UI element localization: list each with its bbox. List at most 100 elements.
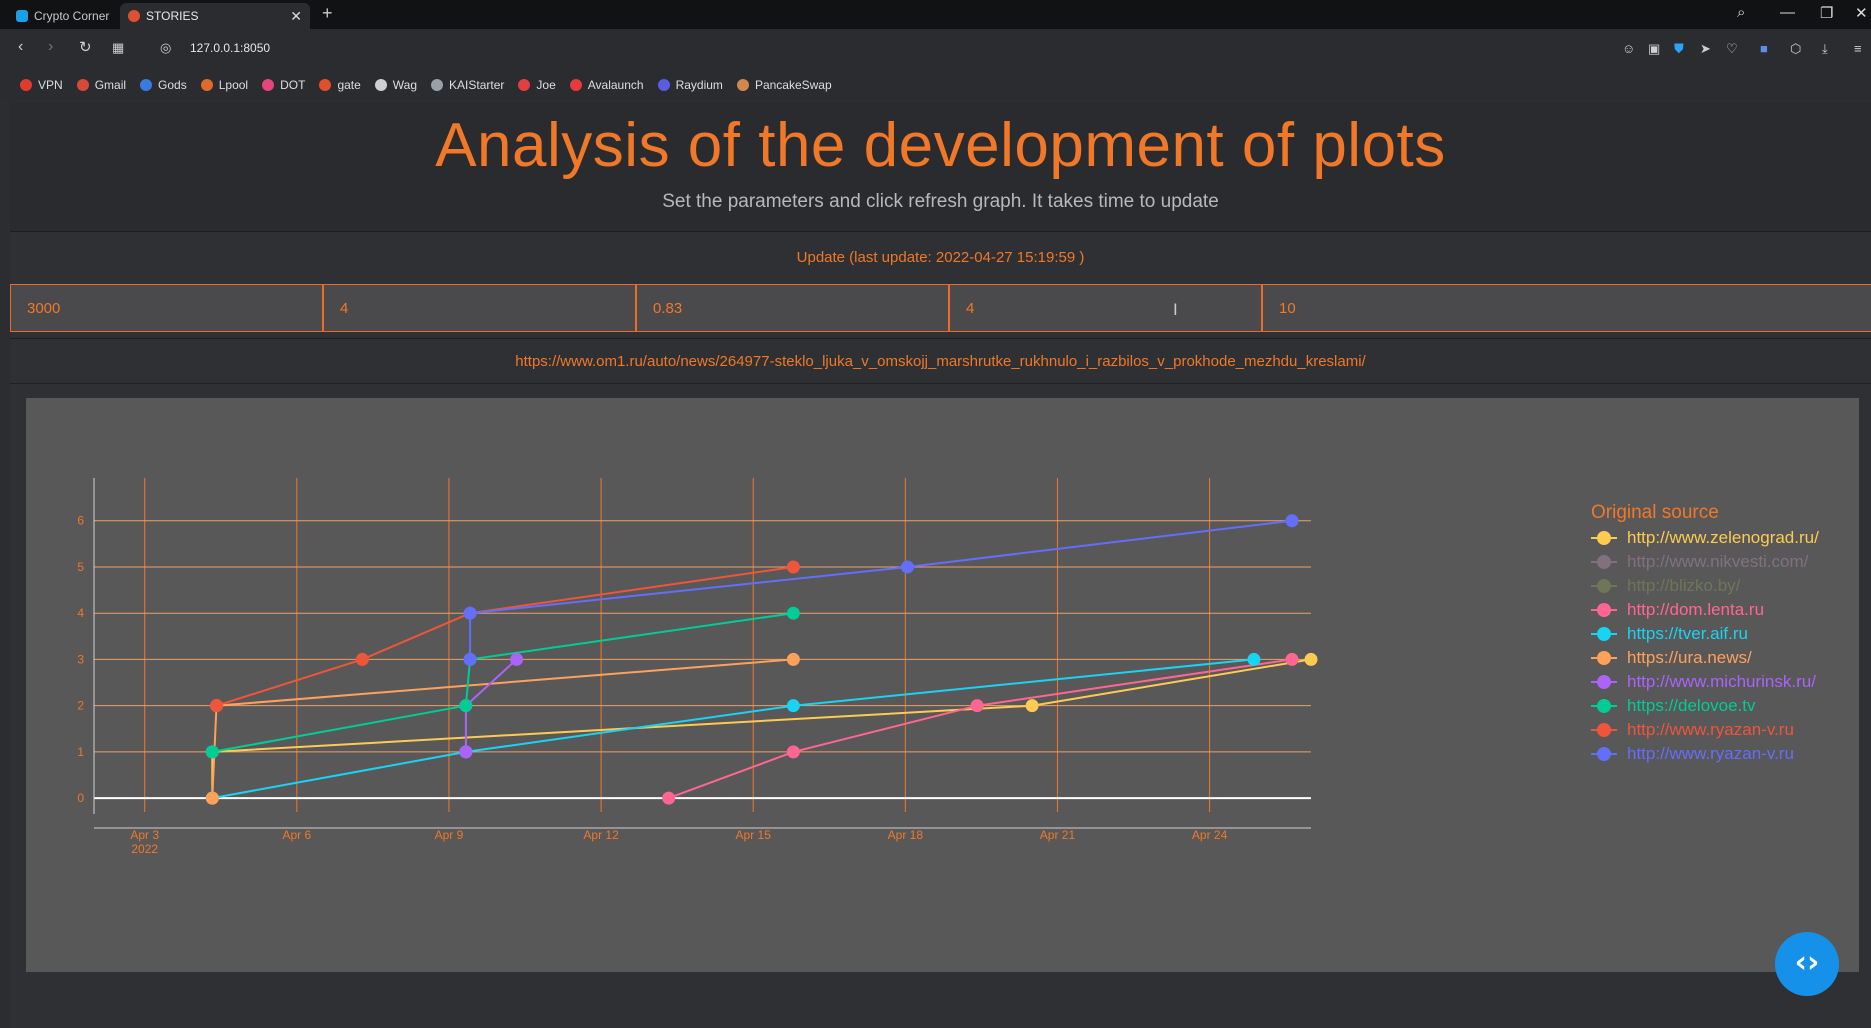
legend-swatch-icon <box>1591 746 1617 762</box>
reload-icon[interactable]: ↻ <box>79 39 92 56</box>
menu-icon[interactable]: ≡ <box>1854 41 1862 56</box>
series-line <box>212 612 794 753</box>
text-cursor-icon: I <box>1173 300 1178 319</box>
bookmark-dot[interactable]: DOT <box>262 78 305 92</box>
legend-item[interactable]: http://dom.lenta.ru <box>1591 598 1819 622</box>
bookmark-favicon-icon <box>657 79 670 91</box>
data-point <box>210 699 224 713</box>
param-input-3[interactable] <box>636 284 949 332</box>
minimize-icon[interactable]: — <box>1780 4 1795 21</box>
new-tab-icon[interactable]: + <box>322 3 333 23</box>
legend-swatch-icon <box>1591 578 1617 594</box>
tabs-grid-icon[interactable]: ▦ <box>112 40 125 55</box>
legend-item[interactable]: http://www.michurinsk.ru/ <box>1591 670 1819 694</box>
param-input-1[interactable] <box>10 284 323 332</box>
param-input-5[interactable] <box>1262 284 1871 332</box>
bookmark-label: Avalaunch <box>587 78 644 92</box>
back-icon[interactable]: ‹ <box>18 38 24 55</box>
restore-icon[interactable]: ❐ <box>1820 5 1834 22</box>
series-line <box>216 566 794 707</box>
close-tab-icon[interactable]: ✕ <box>290 7 302 24</box>
data-point <box>205 745 219 759</box>
emoji-icon[interactable]: ☺ <box>1622 41 1636 56</box>
download-icon[interactable]: ⤓ <box>1822 41 1828 56</box>
bookmark-wag[interactable]: Wag <box>374 78 418 92</box>
y-tick-label: 6 <box>77 514 84 528</box>
code-toggle-button[interactable]: ‹› <box>1775 932 1839 996</box>
data-point <box>1247 652 1261 666</box>
bookmark-kaistarter[interactable]: KAIStarter <box>431 78 504 92</box>
send-icon[interactable]: ➤ <box>1700 41 1711 56</box>
tab-label: STORIES <box>146 9 199 23</box>
legend-item[interactable]: https://delovoe.tv <box>1591 694 1819 718</box>
legend-swatch-icon <box>1591 722 1617 738</box>
y-tick-label: 1 <box>77 745 84 759</box>
chart-legend: Original source http://www.zelenograd.ru… <box>1591 502 1819 766</box>
bookmark-raydium[interactable]: Raydium <box>657 78 723 92</box>
update-button[interactable]: Update (last update: 2022-04-27 15:19:59… <box>10 249 1871 266</box>
box-icon[interactable]: ⬡ <box>1790 41 1802 56</box>
data-point <box>205 791 219 805</box>
bookmark-favicon-icon <box>140 79 153 91</box>
dash-app: Analysis of the development of plots Set… <box>10 102 1871 1028</box>
bookmark-favicon-icon <box>262 79 275 91</box>
data-point <box>355 652 369 666</box>
data-point <box>786 560 800 574</box>
series-line <box>211 658 1312 799</box>
x-tick-label: Apr 6 <box>282 828 311 842</box>
tab-favicon-icon <box>16 10 28 22</box>
legend-label: https://tver.aif.ru <box>1627 624 1748 643</box>
bookmark-lpool[interactable]: Lpool <box>200 78 248 92</box>
series-line <box>668 658 1293 800</box>
bookmark-favicon-icon <box>200 79 213 91</box>
bookmark-joe[interactable]: Joe <box>518 78 556 92</box>
y-tick-label: 4 <box>77 606 84 620</box>
browser-tab-crypto-corner[interactable]: Crypto Corner <box>8 3 120 29</box>
search-tabs-icon[interactable]: ⌕ <box>1737 4 1746 21</box>
bookmark-label: Wag <box>392 78 418 92</box>
series-line <box>212 658 1255 800</box>
x-tick-label: Apr 15 <box>736 828 772 842</box>
bookmark-avalaunch[interactable]: Avalaunch <box>569 78 644 92</box>
legend-item[interactable]: http://www.zelenograd.ru/ <box>1591 526 1819 550</box>
x-tick-label: Apr 18 <box>888 828 924 842</box>
legend-swatch-icon <box>1591 674 1617 690</box>
param-input-4[interactable] <box>949 284 1262 332</box>
camera-icon[interactable]: ▣ <box>1648 41 1661 56</box>
bookmark-favicon-icon <box>20 79 32 91</box>
y-tick-label: 0 <box>77 791 84 805</box>
legend-item[interactable]: http://www.ryazan-v.ru <box>1591 718 1819 742</box>
data-point <box>786 652 800 666</box>
legend-label: https://delovoe.tv <box>1627 696 1756 715</box>
data-point <box>970 699 984 713</box>
page-subtitle: Set the parameters and click refresh gra… <box>662 191 1219 212</box>
x-tick-label: Apr 12 <box>583 828 619 842</box>
site-info-icon[interactable]: ◎ <box>160 40 172 55</box>
legend-item[interactable]: http://blizko.by/ <box>1591 574 1819 598</box>
browser-tab-stories[interactable]: STORIES ✕ <box>120 3 310 29</box>
bookmark-gate[interactable]: gate <box>319 78 361 92</box>
close-window-icon[interactable]: ✕ <box>1855 5 1868 22</box>
forward-icon[interactable]: › <box>48 38 54 55</box>
legend-item[interactable]: https://tver.aif.ru <box>1591 622 1819 646</box>
url-field[interactable]: 127.0.0.1:8050 <box>190 41 271 55</box>
bookmark-gods[interactable]: Gods <box>140 78 187 92</box>
story-link[interactable]: https://www.om1.ru/auto/news/264977-stek… <box>515 353 1366 370</box>
update-row: Update (last update: 2022-04-27 15:19:59… <box>10 233 1871 283</box>
data-point <box>1025 699 1039 713</box>
bookmark-pancakeswap[interactable]: PancakeSwap <box>736 78 832 92</box>
legend-item[interactable]: https://ura.news/ <box>1591 646 1819 670</box>
legend-swatch-icon <box>1591 602 1617 618</box>
extension-icon[interactable]: ■ <box>1760 41 1768 56</box>
bookmark-gmail[interactable]: Gmail <box>76 78 126 92</box>
legend-swatch-icon <box>1591 650 1617 666</box>
param-input-2[interactable] <box>323 284 636 332</box>
legend-label: http://www.nikvesti.com/ <box>1627 552 1809 571</box>
heart-icon[interactable]: ♡ <box>1726 41 1738 56</box>
bookmark-vpn[interactable]: VPN <box>20 78 63 92</box>
shield-icon[interactable]: ⛊ <box>1674 41 1684 56</box>
bookmark-favicon-icon <box>518 79 531 91</box>
address-bar: ‹ › ↻ ▦ ◎ 127.0.0.1:8050 ☺ ▣ ⛊ ➤ ♡ ■ ⬡ ⤓… <box>0 29 1871 70</box>
legend-item[interactable]: http://www.nikvesti.com/ <box>1591 550 1819 574</box>
legend-item[interactable]: http://www.ryazan-v.ru <box>1591 742 1819 766</box>
